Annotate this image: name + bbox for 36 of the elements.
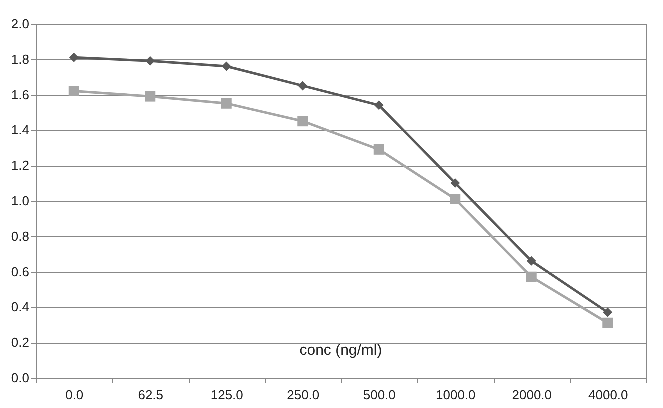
point [145, 91, 156, 102]
x-tick-label: 500.0 [363, 388, 396, 402]
x-tick-label: 125.0 [210, 388, 244, 402]
point [602, 318, 614, 328]
point [298, 116, 308, 127]
point [450, 178, 460, 188]
point [69, 52, 79, 62]
point [603, 308, 613, 318]
point [374, 100, 384, 110]
point [374, 144, 384, 155]
y-tick-label: 1.4 [11, 122, 30, 138]
point [222, 62, 232, 72]
point [221, 98, 232, 109]
y-tick-label: 1.0 [11, 194, 30, 208]
point [526, 272, 537, 282]
x-tick-label: 1000.0 [436, 388, 476, 402]
y-tick-label: 0.8 [11, 228, 30, 244]
x-tick-label: 250.0 [287, 388, 320, 402]
y-tick-label: 0.4 [11, 300, 30, 315]
y-tick-label: 0.2 [11, 335, 30, 350]
y-tick-label: 1.2 [11, 158, 30, 174]
point [146, 56, 156, 66]
x-tick-label: 2000.0 [512, 388, 552, 402]
x-tick-label: 0.0 [66, 388, 84, 402]
point [450, 194, 461, 204]
y-tick-label: 0.6 [11, 264, 30, 280]
y-tick-label: 2.0 [11, 16, 30, 32]
x-tick-label: 62.5 [138, 388, 164, 402]
x-tick-label: 4000.0 [588, 388, 628, 402]
x-axis-title: conc (ng/ml) [300, 342, 382, 359]
y-tick-label: 1.6 [11, 87, 30, 102]
point [298, 81, 308, 91]
y-tick-label: 1.8 [11, 52, 30, 67]
y-tick-label: 0.0 [11, 370, 30, 386]
point [526, 256, 536, 266]
point [68, 86, 80, 97]
